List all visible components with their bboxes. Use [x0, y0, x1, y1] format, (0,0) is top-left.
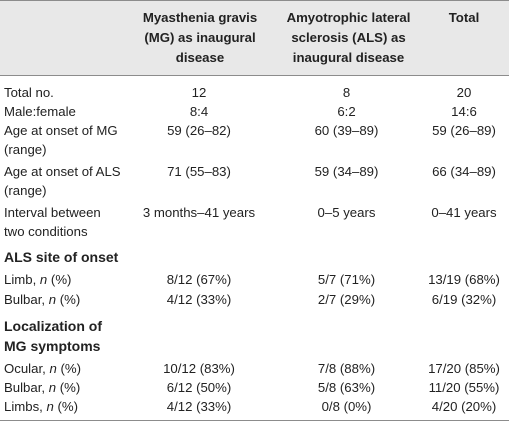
row-label: Limbs, n (%) — [4, 399, 79, 414]
table-header — [0, 0, 509, 75]
cell-als: 59 (34–89) — [314, 164, 379, 179]
row-label: Limb, n (%) — [4, 272, 72, 287]
section-title: ALS site of onset — [4, 249, 119, 265]
cell-mg: 4/12 (33%) — [166, 292, 232, 307]
header-mg: Myasthenia gravis (MG) as inaugural dise… — [142, 10, 258, 65]
cell-mg: 10/12 (83%) — [163, 361, 235, 376]
cell-mg: 8:4 — [189, 104, 209, 119]
cell-mg: 8/12 (67%) — [166, 272, 232, 287]
cell-total: 0–41 years — [431, 205, 497, 220]
cell-mg: 71 (55–83) — [167, 164, 231, 179]
cell-total: 4/20 (20%) — [431, 399, 497, 414]
cell-total: 66 (34–89) — [432, 164, 496, 179]
header-als: Amyotrophic lateral sclerosis (ALS) as i… — [286, 10, 411, 65]
section-title: Localization of MG symptoms — [4, 318, 102, 354]
cell-als: 0/8 (0%) — [321, 399, 372, 414]
header-total: Total — [448, 10, 480, 25]
cell-total: 59 (26–89) — [432, 123, 496, 138]
cell-als: 5/7 (71%) — [317, 272, 376, 287]
cell-mg: 3 months–41 years — [142, 205, 256, 220]
cell-als: 2/7 (29%) — [317, 292, 376, 307]
top-rule — [0, 0, 509, 1]
row-label: Bulbar, n (%) — [4, 380, 81, 395]
cell-total: 14:6 — [451, 104, 477, 119]
cell-mg: 59 (26–82) — [167, 123, 231, 138]
cell-total: 17/20 (85%) — [428, 361, 500, 376]
cell-als: 0–5 years — [317, 205, 376, 220]
cell-total: 6/19 (32%) — [431, 292, 497, 307]
cell-als: 7/8 (88%) — [317, 361, 376, 376]
row-label: Male:female — [4, 104, 76, 119]
cell-als: 60 (39–89) — [314, 123, 379, 138]
row-label: Ocular, n (%) — [4, 361, 81, 376]
cell-mg: 6/12 (50%) — [166, 380, 232, 395]
header-rule — [0, 75, 509, 76]
cell-als: 5/8 (63%) — [317, 380, 376, 395]
row-label: Interval between two conditions — [4, 205, 101, 239]
cell-als: 6:2 — [337, 104, 356, 119]
row-label: Age at onset of ALS (range) — [4, 164, 121, 198]
row-label: Bulbar, n (%) — [4, 292, 81, 307]
row-label: Total no. — [4, 85, 54, 100]
cell-total: 11/20 (55%) — [428, 380, 500, 395]
cell-mg: 12 — [191, 85, 207, 100]
cell-mg: 4/12 (33%) — [166, 399, 232, 414]
row-label: Age at onset of MG (range) — [4, 123, 118, 157]
cell-total: 20 — [456, 85, 472, 100]
cell-total: 13/19 (68%) — [428, 272, 500, 287]
cell-als: 8 — [342, 85, 351, 100]
